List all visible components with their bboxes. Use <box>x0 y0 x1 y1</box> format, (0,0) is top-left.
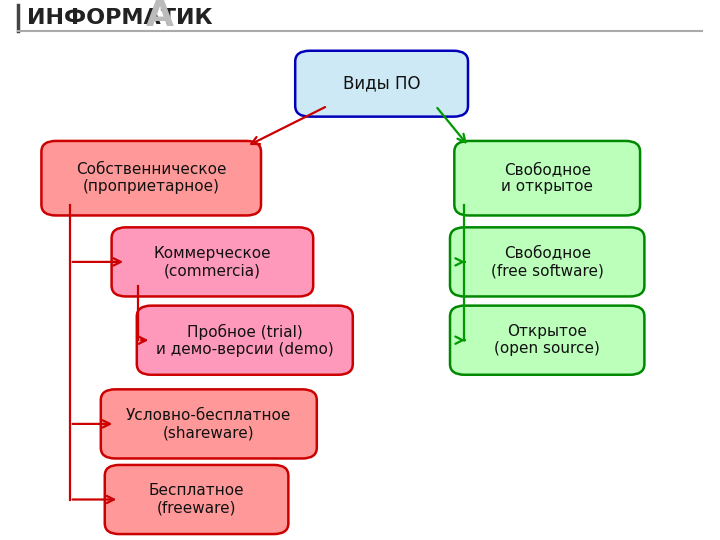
FancyBboxPatch shape <box>450 227 644 296</box>
Text: Свободное
(free software): Свободное (free software) <box>491 246 603 278</box>
FancyBboxPatch shape <box>137 306 353 375</box>
FancyBboxPatch shape <box>105 465 289 534</box>
FancyBboxPatch shape <box>454 141 640 215</box>
Text: Свободное
и открытое: Свободное и открытое <box>501 162 593 194</box>
Text: Бесплатное
(freeware): Бесплатное (freeware) <box>149 483 244 516</box>
Text: Собственническое
(проприетарное): Собственническое (проприетарное) <box>76 162 227 194</box>
Text: Открытое
(open source): Открытое (open source) <box>494 324 600 356</box>
Text: Коммерческое
(commercia): Коммерческое (commercia) <box>153 246 271 278</box>
Text: А: А <box>146 0 174 32</box>
FancyBboxPatch shape <box>41 141 261 215</box>
Text: Пробное (trial)
и демо-версии (demo): Пробное (trial) и демо-версии (demo) <box>156 323 333 357</box>
FancyBboxPatch shape <box>101 389 317 458</box>
FancyBboxPatch shape <box>112 227 313 296</box>
Text: Виды ПО: Виды ПО <box>343 75 420 93</box>
Text: ИНФОРМАТИК: ИНФОРМАТИК <box>27 8 213 29</box>
FancyBboxPatch shape <box>295 51 468 117</box>
FancyBboxPatch shape <box>450 306 644 375</box>
Text: Условно-бесплатное
(shareware): Условно-бесплатное (shareware) <box>126 408 292 440</box>
